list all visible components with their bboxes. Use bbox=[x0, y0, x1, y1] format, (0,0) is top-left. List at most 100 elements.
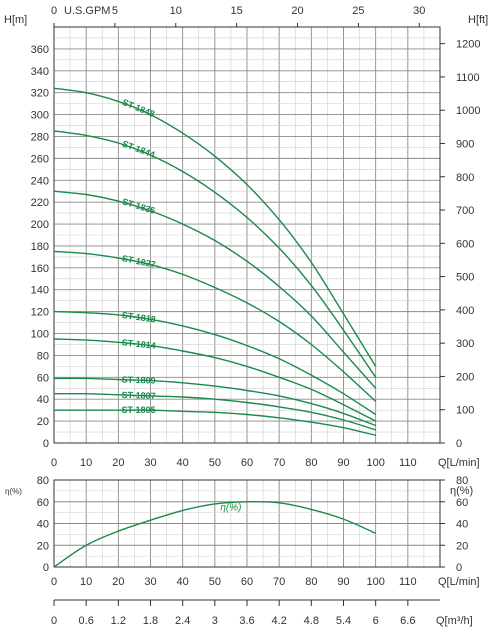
eff-right-y-tick-label: 40 bbox=[456, 519, 468, 531]
head-curve-st-1807 bbox=[53, 392, 376, 431]
x-tick-label: 40 bbox=[177, 576, 189, 588]
y-tick-label: 220 bbox=[31, 197, 49, 209]
x-tick-label: 30 bbox=[144, 576, 156, 588]
efficiency-curve-label: η(%) bbox=[220, 502, 241, 513]
head-curve-st-1818 bbox=[53, 310, 377, 416]
top-tick-label: 5 bbox=[112, 5, 118, 17]
head-chart-grid bbox=[53, 26, 441, 444]
top-tick-label: 25 bbox=[352, 5, 364, 17]
m3h-tick-label: 2.4 bbox=[175, 615, 190, 627]
head-axis-title: H[m] bbox=[4, 14, 27, 26]
top-tick-label: 30 bbox=[413, 5, 425, 17]
y-tick-label: 80 bbox=[37, 350, 49, 362]
head-ft-axis-title: H[ft] bbox=[468, 14, 488, 26]
x-tick-label: 60 bbox=[241, 457, 253, 469]
x-tick-label: 80 bbox=[305, 457, 317, 469]
right-y-tick-label: 200 bbox=[456, 371, 474, 383]
eff-y-tick-label: 60 bbox=[37, 497, 49, 509]
eff-y-tick-label: 0 bbox=[43, 562, 49, 574]
right-y-tick-label: 300 bbox=[456, 338, 474, 350]
x-tick-label: 110 bbox=[399, 457, 417, 469]
right-y-tick-label: 500 bbox=[456, 272, 474, 284]
m3h-tick-label: 4.8 bbox=[304, 615, 319, 627]
head-curve-st-1805 bbox=[54, 409, 376, 436]
y-tick-label: 360 bbox=[31, 44, 49, 56]
y-tick-label: 340 bbox=[31, 66, 49, 78]
x-tick-label: 20 bbox=[112, 457, 124, 469]
head-curve-st-1835 bbox=[53, 190, 377, 389]
x-tick-label: 80 bbox=[305, 576, 317, 588]
head-curve-st-1809 bbox=[53, 377, 376, 427]
eff-right-y-tick-label: 60 bbox=[456, 497, 468, 509]
right-y-tick-label: 700 bbox=[456, 205, 474, 217]
x-tick-label: 0 bbox=[51, 576, 57, 588]
x-tick-label: 60 bbox=[241, 576, 253, 588]
x-tick-label: 10 bbox=[80, 576, 92, 588]
y-tick-label: 60 bbox=[37, 372, 49, 384]
x-tick-label: 70 bbox=[273, 457, 285, 469]
top-tick-label: 20 bbox=[291, 5, 303, 17]
axis-ticks: 0 10 20 30 40 50 60 70 80 90 100 110020406080100120… bbox=[31, 5, 481, 627]
series-label: ST-1818 bbox=[121, 310, 156, 325]
y-tick-label: 200 bbox=[31, 219, 49, 231]
m3h-tick-label: 0.6 bbox=[79, 615, 94, 627]
flow-m3h-axis-title: Q[m³/h] bbox=[436, 615, 473, 627]
m3h-tick-label: 1.8 bbox=[143, 615, 158, 627]
series-label: ST-1827 bbox=[121, 253, 156, 270]
flow-axis-title-2: Q[L/min] bbox=[438, 576, 480, 588]
top-axis-title: U.S.GPM bbox=[64, 5, 110, 17]
x-tick-label: 70 bbox=[273, 576, 285, 588]
efficiency-chart-grid bbox=[53, 479, 441, 568]
m3h-tick-label: 5.4 bbox=[336, 615, 351, 627]
head-curve-st-1827 bbox=[53, 250, 377, 402]
eff-right-y-tick-label: 0 bbox=[456, 562, 462, 574]
y-tick-label: 280 bbox=[31, 131, 49, 143]
x-tick-label: 90 bbox=[337, 576, 349, 588]
top-tick-label: 10 bbox=[170, 5, 182, 17]
eff-right-y-tick-label: 80 bbox=[456, 475, 468, 487]
top-tick-label: 15 bbox=[231, 5, 243, 17]
series-label: ST-1814 bbox=[121, 337, 156, 350]
m3h-tick-label: 1.2 bbox=[111, 615, 126, 627]
m3h-tick-label: 0 bbox=[51, 615, 57, 627]
m3h-tick-label: 4.2 bbox=[272, 615, 287, 627]
right-y-tick-label: 1100 bbox=[456, 72, 480, 84]
y-tick-label: 260 bbox=[31, 153, 49, 165]
y-tick-label: 0 bbox=[43, 438, 49, 450]
right-y-tick-label: 900 bbox=[456, 138, 474, 150]
eff-right-axis-title: η(%) bbox=[450, 485, 473, 497]
x-tick-label: 40 bbox=[177, 457, 189, 469]
top-tick-label: 0 bbox=[51, 5, 57, 17]
x-tick-label: 110 bbox=[399, 576, 417, 588]
y-tick-label: 300 bbox=[31, 110, 49, 122]
x-tick-label: 20 bbox=[112, 576, 124, 588]
eff-right-y-tick-label: 20 bbox=[456, 540, 468, 552]
x-tick-label: 0 bbox=[51, 457, 57, 469]
series-label: ST-1809 bbox=[121, 375, 155, 386]
right-y-tick-label: 600 bbox=[456, 238, 474, 250]
y-tick-label: 140 bbox=[31, 285, 49, 297]
right-y-tick-label: 800 bbox=[456, 172, 474, 184]
right-y-tick-label: 400 bbox=[456, 305, 474, 317]
series-label: ST-1807 bbox=[121, 390, 155, 401]
right-y-tick-label: 1200 bbox=[456, 39, 480, 51]
efficiency-curve bbox=[53, 501, 376, 568]
y-tick-label: 180 bbox=[31, 241, 49, 253]
right-y-tick-label: 100 bbox=[456, 405, 474, 417]
y-tick-label: 120 bbox=[31, 307, 49, 319]
y-tick-label: 40 bbox=[37, 394, 49, 406]
eff-y-tick-label: 40 bbox=[37, 519, 49, 531]
x-tick-label: 100 bbox=[366, 576, 384, 588]
x-tick-label: 100 bbox=[366, 457, 384, 469]
eff-y-tick-label: 80 bbox=[37, 475, 49, 487]
eff-y-tick-label: 20 bbox=[37, 540, 49, 552]
head-curve-st-1814 bbox=[53, 338, 377, 422]
right-y-tick-label: 1000 bbox=[456, 105, 480, 117]
y-tick-label: 20 bbox=[37, 416, 49, 428]
y-tick-label: 240 bbox=[31, 175, 49, 187]
head-curve-st-1844 bbox=[53, 130, 377, 378]
right-y-tick-label: 0 bbox=[456, 438, 462, 450]
x-tick-label: 50 bbox=[209, 576, 221, 588]
m3h-tick-label: 6.6 bbox=[400, 615, 415, 627]
